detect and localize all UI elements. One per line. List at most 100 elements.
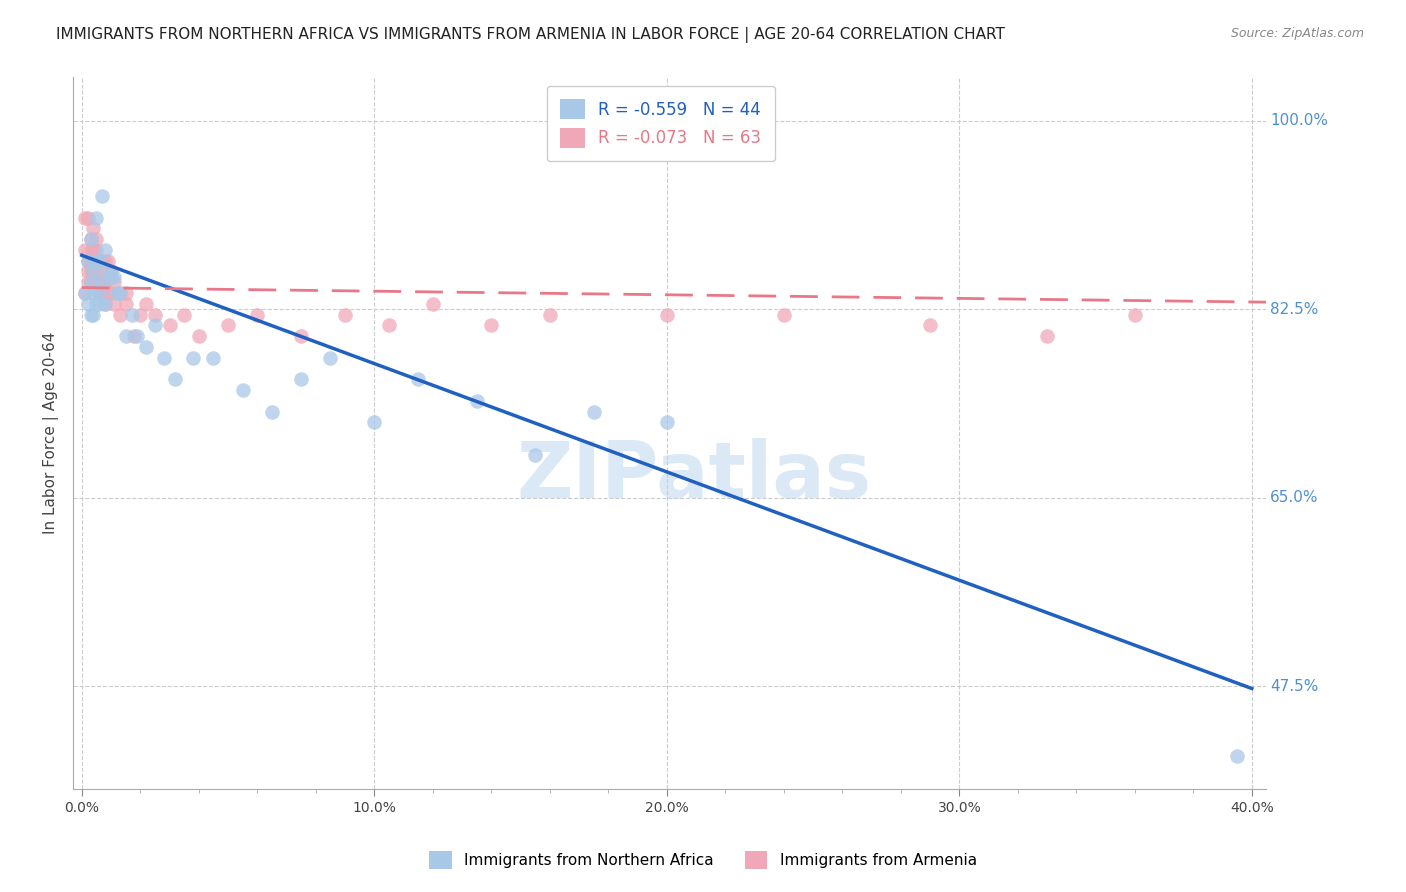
Point <box>187 329 209 343</box>
Point <box>73 285 96 300</box>
Point <box>86 232 108 246</box>
Point <box>97 285 120 300</box>
Text: 65.0%: 65.0% <box>1270 491 1319 505</box>
Point <box>76 253 98 268</box>
Point <box>82 253 104 268</box>
Point <box>114 329 136 343</box>
Point <box>91 189 114 203</box>
Point <box>108 285 131 300</box>
Point <box>94 297 117 311</box>
Point <box>79 253 101 268</box>
Point <box>94 243 117 257</box>
Point <box>479 318 502 333</box>
Legend: R = -0.559   N = 44, R = -0.073   N = 63: R = -0.559 N = 44, R = -0.073 N = 63 <box>547 86 775 161</box>
Point <box>105 285 128 300</box>
Point <box>89 297 111 311</box>
Point <box>290 329 312 343</box>
Point <box>135 297 157 311</box>
Text: 82.5%: 82.5% <box>1270 301 1319 317</box>
Point <box>79 232 101 246</box>
Point <box>82 243 104 257</box>
Legend: Immigrants from Northern Africa, Immigrants from Armenia: Immigrants from Northern Africa, Immigra… <box>423 845 983 875</box>
Point <box>333 308 356 322</box>
Point <box>86 275 108 289</box>
Point <box>76 264 98 278</box>
Point <box>82 264 104 278</box>
Text: ZIPatlas: ZIPatlas <box>516 438 872 514</box>
Y-axis label: In Labor Force | Age 20-64: In Labor Force | Age 20-64 <box>44 332 59 534</box>
Point <box>159 318 181 333</box>
Point <box>91 275 114 289</box>
Point <box>91 253 114 268</box>
Point <box>363 415 385 429</box>
Point <box>89 285 111 300</box>
Point <box>100 264 122 278</box>
Point <box>1123 308 1146 322</box>
Point <box>82 264 104 278</box>
Point <box>152 351 174 365</box>
Point <box>103 269 125 284</box>
Point <box>181 351 204 365</box>
Point <box>246 308 269 322</box>
Point <box>1036 329 1059 343</box>
Point <box>82 308 104 322</box>
Point <box>86 253 108 268</box>
Point <box>94 253 117 268</box>
Point <box>103 275 125 289</box>
Point <box>129 308 152 322</box>
Point <box>73 285 96 300</box>
Point <box>100 269 122 284</box>
Point <box>406 372 429 386</box>
Point <box>94 297 117 311</box>
Point <box>108 285 131 300</box>
Point <box>86 211 108 225</box>
Point <box>97 253 120 268</box>
Point <box>290 372 312 386</box>
Point <box>79 275 101 289</box>
Point <box>121 308 143 322</box>
Point <box>582 404 605 418</box>
Text: IMMIGRANTS FROM NORTHERN AFRICA VS IMMIGRANTS FROM ARMENIA IN LABOR FORCE | AGE : IMMIGRANTS FROM NORTHERN AFRICA VS IMMIG… <box>56 27 1005 43</box>
Point <box>94 275 117 289</box>
Point <box>89 264 111 278</box>
Point <box>103 297 125 311</box>
Point <box>655 415 678 429</box>
Point <box>76 297 98 311</box>
Point <box>260 404 283 418</box>
Point <box>173 308 195 322</box>
Point <box>655 308 678 322</box>
Point <box>1226 749 1249 764</box>
Point <box>319 351 342 365</box>
Point <box>97 264 120 278</box>
Point <box>86 264 108 278</box>
Point <box>135 340 157 354</box>
Point <box>89 253 111 268</box>
Point <box>82 221 104 235</box>
Point <box>232 383 254 397</box>
Point <box>920 318 942 333</box>
Point <box>100 285 122 300</box>
Point <box>76 275 98 289</box>
Text: 47.5%: 47.5% <box>1270 679 1319 694</box>
Point <box>108 308 131 322</box>
Point <box>73 243 96 257</box>
Point <box>73 211 96 225</box>
Point <box>114 297 136 311</box>
Point <box>91 275 114 289</box>
Point <box>422 297 444 311</box>
Point <box>89 253 111 268</box>
Point <box>143 318 166 333</box>
Point <box>86 243 108 257</box>
Point <box>524 448 547 462</box>
Point <box>79 243 101 257</box>
Point <box>79 232 101 246</box>
Point <box>79 264 101 278</box>
Point <box>124 329 146 343</box>
Point <box>378 318 401 333</box>
Point <box>127 329 149 343</box>
Point <box>76 211 98 225</box>
Point <box>465 393 488 408</box>
Point <box>89 285 111 300</box>
Point <box>91 285 114 300</box>
Point <box>86 253 108 268</box>
